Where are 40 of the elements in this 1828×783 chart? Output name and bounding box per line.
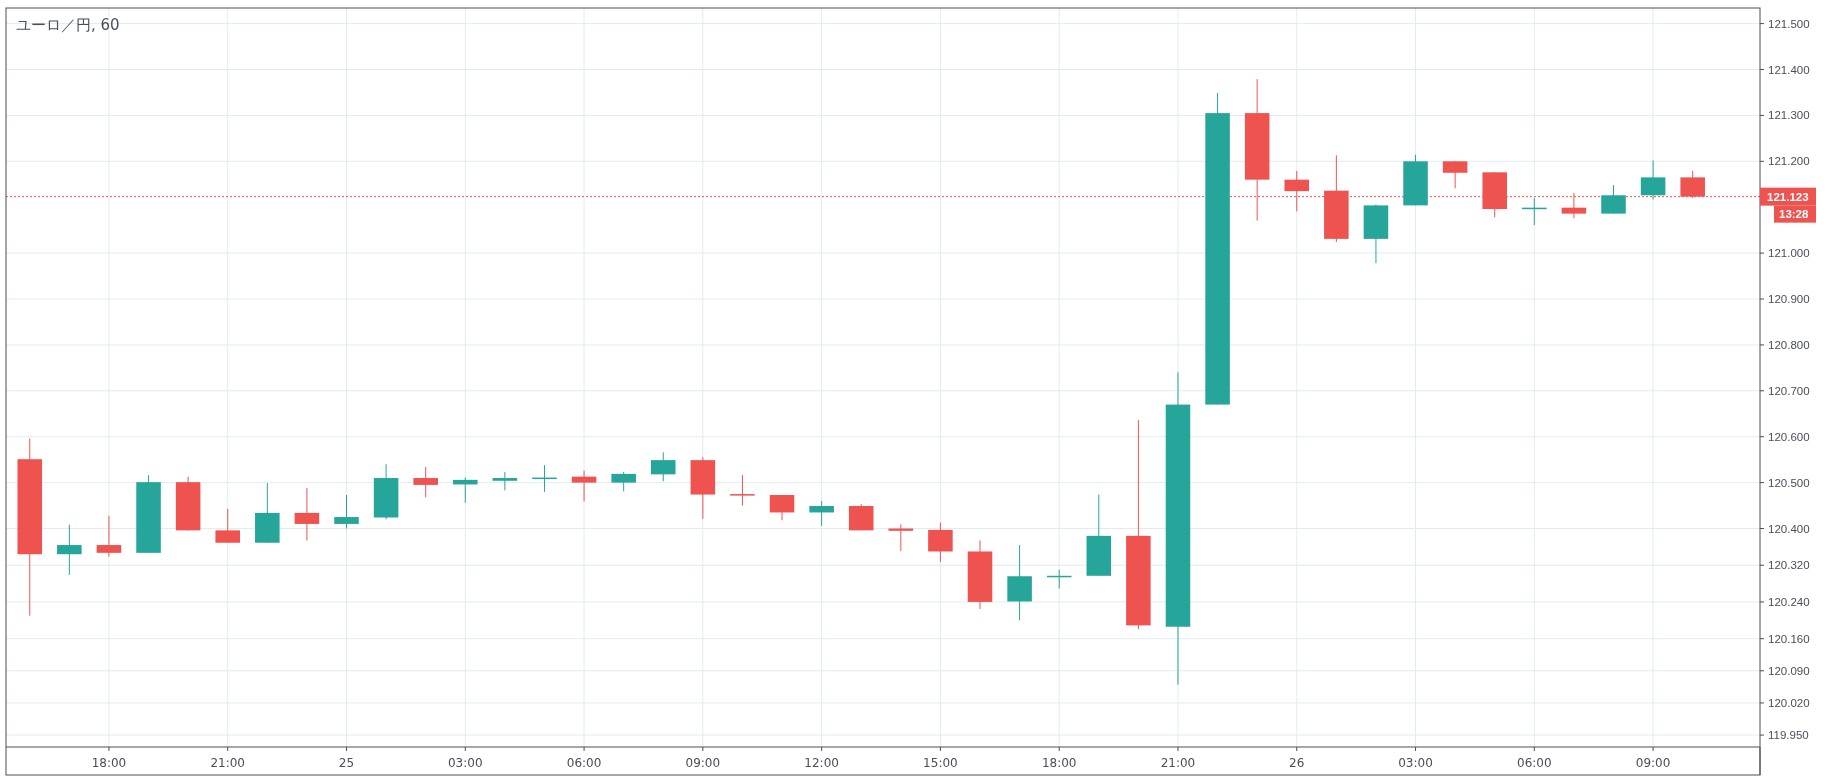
y-tick-label: 120.500 [1768,476,1810,489]
y-tick-label: 121.000 [1768,247,1810,260]
x-tick-label: 06:00 [566,756,602,770]
x-tick-label: 03:00 [1398,756,1433,770]
y-tick-label: 121.500 [1768,17,1810,30]
y-tick-label: 120.090 [1768,664,1810,677]
x-tick-label: 15:00 [923,756,958,770]
x-tick-label: 06:00 [1517,756,1552,770]
y-tick-label: 121.400 [1768,63,1810,76]
y-tick-label: 120.020 [1768,696,1810,709]
y-tick-label: 120.700 [1768,384,1810,397]
candlestick [413,466,438,498]
y-tick-label: 120.900 [1768,293,1810,306]
x-tick-label: 21:00 [1160,756,1196,770]
x-tick-label: 18:00 [1041,756,1077,770]
x-tick-label: 09:00 [685,756,721,770]
y-tick-label: 120.600 [1768,430,1810,443]
y-tick-label: 119.950 [1768,729,1809,742]
ref-line-label: 121.123 [1767,191,1809,204]
x-tick-label: 03:00 [447,756,483,770]
text: 13:28 [1779,208,1810,221]
y-tick-label: 120.320 [1768,559,1810,572]
candlestick [334,494,359,530]
text: ユーロ／円, 60 [16,16,120,34]
candlestick [730,474,755,507]
x-tick-label: 18:00 [91,756,127,770]
y-tick-label: 121.200 [1768,155,1810,168]
y-tick-label: 121.300 [1768,109,1810,122]
candlestick [571,470,597,502]
y-tick-label: 120.400 [1768,522,1810,535]
candlestick [492,471,518,491]
y-tick-label: 120.240 [1768,595,1810,608]
x-tick-label: 09:00 [1635,756,1671,770]
candlestick [809,500,834,527]
y-tick-label: 120.800 [1768,338,1810,351]
x-tick-label: 26 [1289,756,1305,770]
y-tick-label: 120.160 [1768,632,1810,645]
x-tick-label: 25 [338,756,355,770]
x-tick-label: 12:00 [804,756,839,770]
x-tick-label: 21:00 [210,756,246,770]
